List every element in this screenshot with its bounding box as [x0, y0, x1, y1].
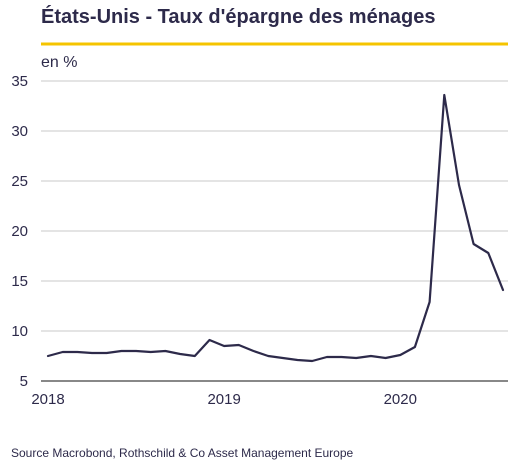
y-tick-label: 35	[11, 73, 28, 90]
y-tick-label: 25	[11, 173, 28, 190]
chart-title: États-Unis - Taux d'épargne des ménages	[41, 6, 436, 28]
y-tick-label: 5	[20, 373, 28, 390]
y-tick-label: 10	[11, 323, 28, 340]
y-tick-label: 30	[11, 123, 28, 140]
y-tick-label: 15	[11, 273, 28, 290]
axes: 5 10 15 20 25 30 35 2018 2019 2020	[11, 73, 508, 408]
line-chart: 5 10 15 20 25 30 35 2018 2019 2020	[11, 42, 508, 408]
x-tick-label: 2018	[31, 391, 64, 408]
y-axis-unit-label: en %	[41, 54, 78, 71]
gridlines	[41, 80, 508, 332]
series-line-1	[46, 93, 505, 363]
x-tick-label: 2019	[207, 391, 240, 408]
y-tick-label: 20	[11, 223, 28, 240]
source-note: Source Macrobond, Rothschild & Co Asset …	[11, 446, 354, 460]
x-tick-label: 2020	[384, 391, 417, 408]
series	[46, 93, 505, 363]
